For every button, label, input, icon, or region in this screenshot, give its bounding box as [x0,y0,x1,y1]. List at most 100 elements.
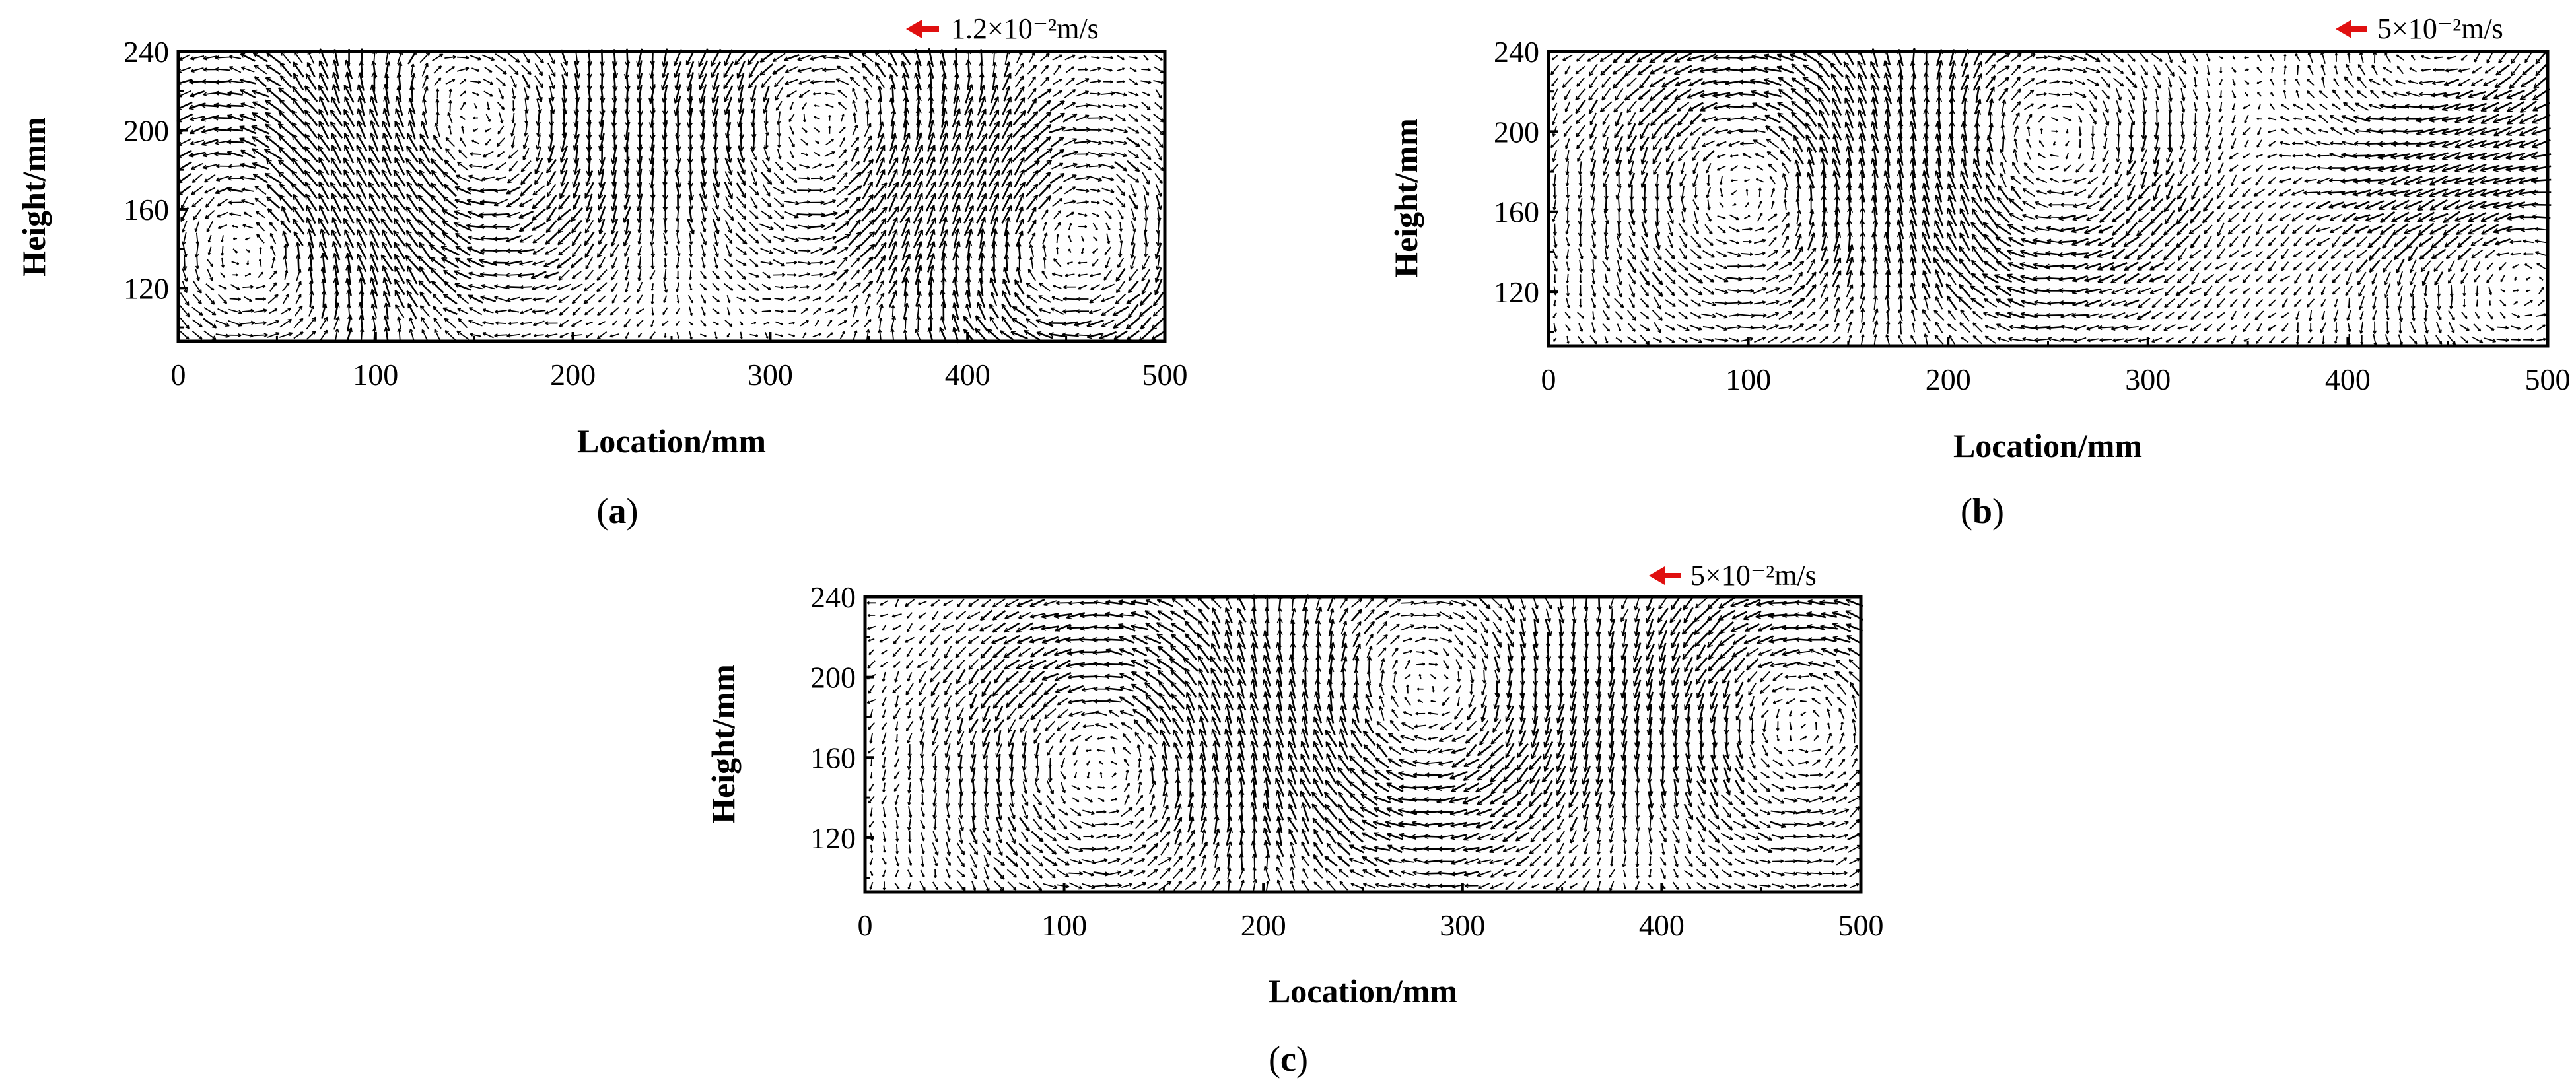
velocity-vector-head [251,125,258,131]
velocity-vector [498,88,504,100]
velocity-vector-head [547,192,551,197]
velocity-vector [1807,298,1816,308]
velocity-vector [207,269,213,281]
velocity-vector [495,176,506,180]
velocity-vector-head [280,220,285,225]
velocity-vector [493,250,508,252]
velocity-vector [736,196,746,209]
velocity-vector-head [188,104,194,110]
velocity-vector [584,231,595,246]
velocity-vector [407,265,418,285]
velocity-vector [584,243,594,258]
velocity-vector-head [532,250,537,255]
velocity-vector [192,280,202,294]
velocity-vector [1702,287,1715,295]
velocity-vector-head [466,258,473,263]
velocity-vector [598,232,606,245]
velocity-vector-head [254,197,260,203]
velocity-vector-head [343,169,349,176]
velocity-vector [860,244,876,258]
velocity-vector [333,253,339,273]
velocity-vector-head [407,108,414,114]
velocity-vector [239,114,257,122]
velocity-vector [178,185,191,196]
velocity-vector-head [453,221,460,228]
velocity-vector [180,292,190,306]
velocity-vector [989,316,999,330]
velocity-vector-head [493,272,498,277]
velocity-vector [545,220,557,234]
velocity-vector [240,103,256,109]
velocity-vector [1819,336,1828,344]
velocity-vector [1832,336,1841,344]
velocity-vector [1817,51,1831,63]
velocity-vector-head [419,266,425,273]
velocity-vector [1562,114,1573,124]
velocity-vector [1665,273,1676,285]
velocity-vector-head [537,108,542,114]
velocity-vector [215,333,230,337]
velocity-vector [252,173,269,184]
velocity-vector [545,333,558,337]
velocity-vector-head [358,277,365,283]
velocity-vector-head [344,133,350,139]
velocity-vector [208,234,212,243]
velocity-vector-head [517,248,523,254]
x-tick-label: 200 [550,358,596,391]
velocity-vector-head [559,312,563,316]
velocity-vector-head [382,277,389,283]
velocity-vector-head [482,308,487,312]
velocity-vector [1104,210,1112,219]
velocity-vector-head [464,90,467,94]
velocity-vector [454,210,472,219]
velocity-vector-head [497,154,501,158]
velocity-vector [444,56,456,59]
velocity-vector [421,121,429,139]
velocity-vector [332,72,341,92]
velocity-vector [772,64,786,75]
velocity-vector [368,193,380,212]
velocity-vector-head [394,145,400,151]
velocity-vector [182,232,187,246]
velocity-vector-head [435,98,440,103]
velocity-vector [735,232,748,245]
velocity-vector [330,169,343,187]
velocity-vector [458,149,468,159]
velocity-vector-head [331,84,338,90]
velocity-vector [468,320,483,327]
velocity-vector [609,307,619,316]
velocity-vector-head [406,145,412,152]
velocity-vector [1127,160,1140,172]
velocity-vector [264,99,282,112]
velocity-vector [851,319,859,327]
velocity-vector [545,246,558,255]
velocity-vector [572,306,581,316]
velocity-vector [277,123,294,137]
velocity-vector [482,308,494,314]
velocity-vector [493,237,509,240]
velocity-vector-head [532,297,536,302]
velocity-vector [405,278,419,296]
velocity-vector [454,270,472,280]
velocity-vector [1846,309,1854,322]
velocity-vector-head [380,218,387,224]
velocity-vector-head [240,162,245,168]
velocity-vector [393,218,406,236]
velocity-vector [203,92,217,96]
velocity-vector-head [267,208,273,213]
velocity-vector-head [252,173,258,179]
velocity-vector [347,265,351,285]
velocity-vector-head [293,61,298,67]
velocity-vector [203,55,217,59]
velocity-vector [1027,76,1036,88]
velocity-vector [1550,139,1560,149]
velocity-vector-head [456,330,462,335]
velocity-vector [408,120,416,140]
velocity-vector-head [406,169,412,176]
velocity-vector-head [266,196,272,202]
velocity-vector [346,71,352,92]
velocity-vector [862,75,873,88]
velocity-vector [203,151,217,157]
velocity-vector-head [194,254,199,258]
velocity-vector-head [558,299,563,303]
